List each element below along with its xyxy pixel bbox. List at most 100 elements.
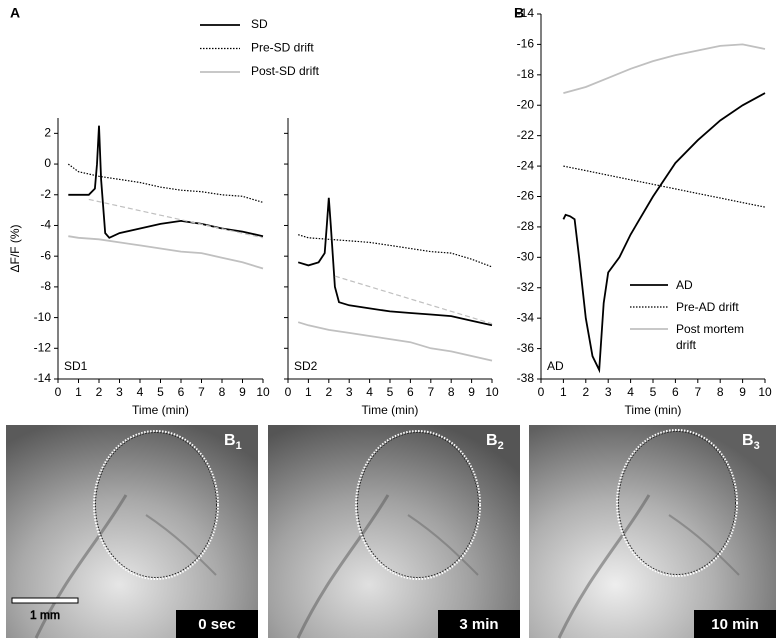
y-tick-label: -10 <box>34 310 52 324</box>
legend-label: Pre-SD drift <box>251 41 314 55</box>
series-line <box>563 165 766 208</box>
x-tick-label: 9 <box>239 385 246 399</box>
image-letter: B <box>742 432 754 449</box>
vessel <box>34 494 128 639</box>
y-tick-label: -36 <box>517 341 535 355</box>
roi-outline <box>355 430 481 580</box>
series-line <box>67 163 264 203</box>
x-tick-label: 3 <box>346 385 353 399</box>
image-label: B2 <box>486 432 504 452</box>
roi-outline <box>616 429 738 577</box>
panel-label: A <box>10 5 20 21</box>
image-letter: B <box>224 432 236 449</box>
image-caption: 10 min <box>711 616 759 633</box>
scale-bar-label: 1 mm <box>30 608 60 622</box>
x-tick-label: 5 <box>650 385 657 399</box>
x-tick-label: 6 <box>178 385 185 399</box>
x-tick-label: 8 <box>448 385 455 399</box>
y-tick-label: 2 <box>44 126 51 140</box>
roi-outline <box>618 431 736 575</box>
x-tick-label: 0 <box>538 385 545 399</box>
x-tick-label: 6 <box>407 385 414 399</box>
image-subscript: 2 <box>498 440 504 452</box>
brain-image <box>529 425 776 638</box>
legend-label: AD <box>676 278 693 292</box>
y-tick-label: -4 <box>40 218 51 232</box>
y-tick-label: -26 <box>517 189 535 203</box>
x-tick-label: 8 <box>717 385 724 399</box>
x-tick-label: 8 <box>219 385 226 399</box>
roi-outline <box>95 432 217 578</box>
x-tick-label: 1 <box>75 385 82 399</box>
x-tick-label: 4 <box>366 385 373 399</box>
roi-outline <box>357 432 479 578</box>
series-line <box>68 125 264 239</box>
brain-image <box>268 425 520 638</box>
image-caption: 0 sec <box>198 616 236 633</box>
x-tick-label: 2 <box>96 385 103 399</box>
x-tick-label: 0 <box>55 385 62 399</box>
y-tick-label: -20 <box>517 97 535 111</box>
vessel <box>668 514 740 576</box>
y-tick-label: -16 <box>517 37 535 51</box>
x-axis-label: Time (min) <box>132 403 189 417</box>
x-tick-label: 9 <box>468 385 475 399</box>
image-letter: B <box>486 432 498 449</box>
x-tick-label: 4 <box>627 385 634 399</box>
x-tick-label: 3 <box>605 385 612 399</box>
x-tick-label: 10 <box>758 385 772 399</box>
vessel <box>296 494 390 639</box>
y-tick-label: -38 <box>517 371 535 385</box>
x-tick-label: 9 <box>739 385 746 399</box>
legend-item: Post mortem drift <box>676 322 745 352</box>
y-tick-label: -28 <box>517 219 535 233</box>
y-tick-label: -18 <box>517 67 535 81</box>
y-tick-label: -2 <box>40 187 51 201</box>
y-tick-label: -22 <box>517 128 535 142</box>
legend-label: SD <box>251 17 268 31</box>
series-line <box>298 234 493 268</box>
legend-item: Pre-AD drift <box>676 300 739 314</box>
y-tick-label: -14 <box>517 6 535 20</box>
y-axis-label: ΔF/F (%) <box>8 224 22 272</box>
chart-label: SD1 <box>64 359 88 373</box>
x-tick-label: 2 <box>325 385 332 399</box>
x-axis-label: Time (min) <box>625 403 682 417</box>
image-subscript: 1 <box>236 440 242 452</box>
y-tick-label: -32 <box>517 280 535 294</box>
series-line <box>562 92 766 374</box>
y-tick-label: -24 <box>517 158 535 172</box>
x-tick-label: 4 <box>137 385 144 399</box>
x-tick-label: 5 <box>387 385 394 399</box>
series-line <box>334 275 493 325</box>
scale-bar <box>11 597 79 604</box>
y-tick-label: -14 <box>34 371 52 385</box>
x-tick-label: 7 <box>198 385 205 399</box>
vessel <box>407 514 479 576</box>
series-line <box>88 198 264 239</box>
y-tick-label: -34 <box>517 310 535 324</box>
series-line <box>68 235 264 270</box>
caption-box <box>694 610 776 638</box>
x-tick-label: 7 <box>427 385 434 399</box>
chart-label: SD2 <box>294 359 318 373</box>
legend-label: Pre-AD drift <box>676 300 739 314</box>
x-tick-label: 1 <box>305 385 312 399</box>
panel-label: B <box>514 5 524 21</box>
y-tick-label: -6 <box>40 248 51 262</box>
legend-item: AD <box>676 278 693 292</box>
chart-label: AD <box>547 359 564 373</box>
x-tick-label: 5 <box>157 385 164 399</box>
series-line <box>563 43 766 94</box>
series-line <box>297 321 493 362</box>
y-tick-label: -30 <box>517 250 535 264</box>
vessel <box>557 494 651 639</box>
legend-label: Post mortem drift <box>676 322 745 352</box>
y-tick-label: -12 <box>34 340 52 354</box>
caption-box <box>176 610 258 638</box>
vessel <box>145 514 217 576</box>
series-line <box>297 197 493 327</box>
image-label: B3 <box>742 432 760 452</box>
x-tick-label: 10 <box>256 385 270 399</box>
y-tick-label: -8 <box>40 279 51 293</box>
